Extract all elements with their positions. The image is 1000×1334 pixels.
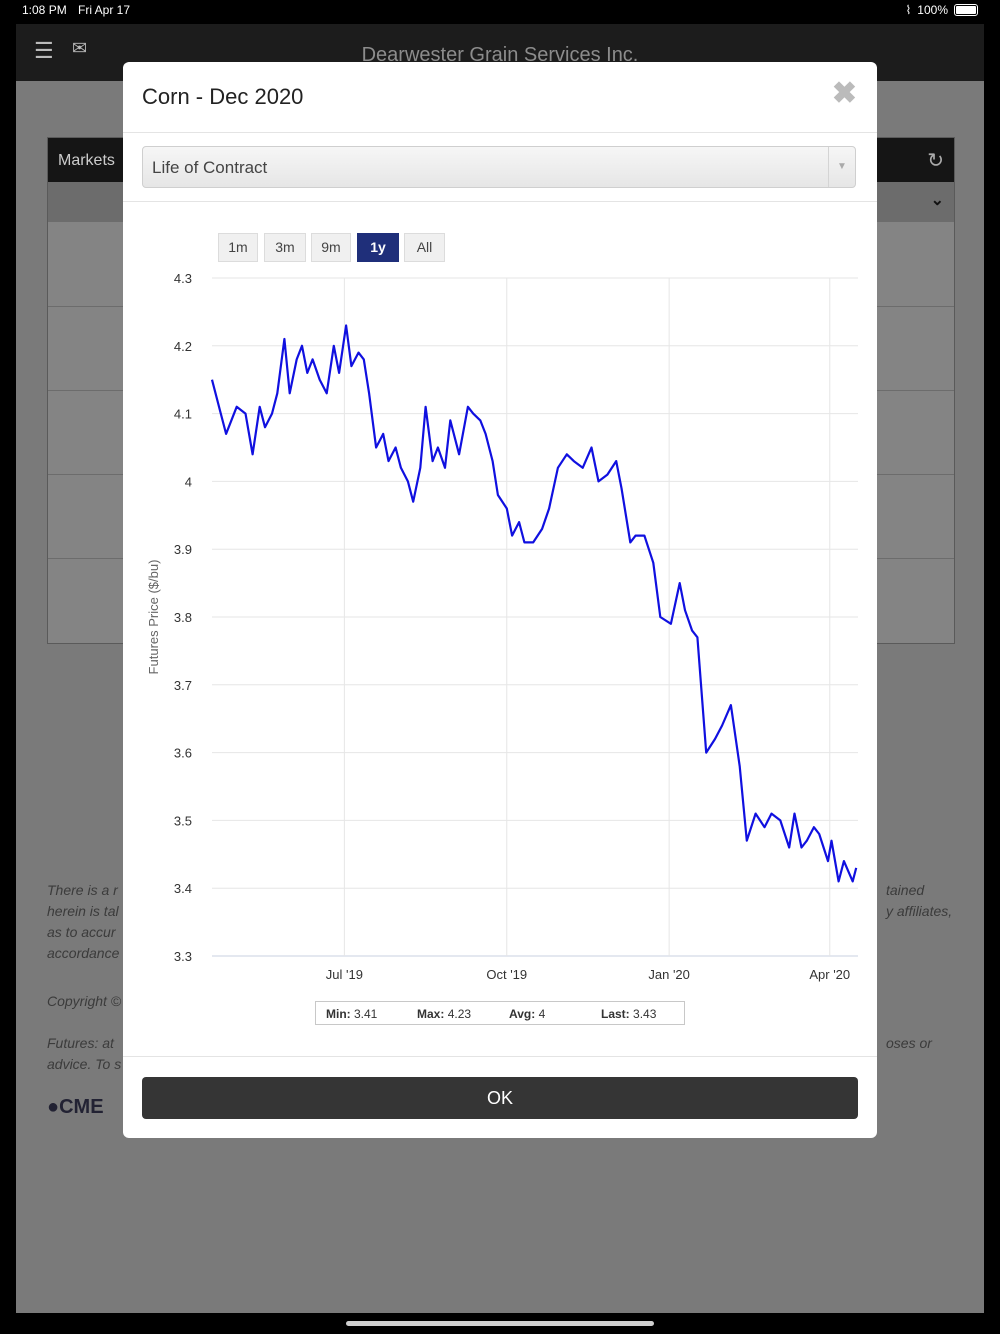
y-axis-label: Futures Price ($/bu) (146, 560, 161, 675)
y-tick-label: 3.3 (174, 949, 192, 964)
disclaimer-line: y affiliates, (886, 903, 953, 919)
copyright-text: Copyright © (47, 993, 122, 1009)
y-tick-label: 3.9 (174, 542, 192, 557)
y-tick-label: 4 (185, 474, 192, 489)
globe-icon: ● (47, 1096, 60, 1118)
stat-avg: Avg: 4 (509, 1007, 546, 1021)
futures-note: Futures: at (47, 1035, 114, 1051)
divider (123, 201, 877, 202)
stat-max: Max: 4.23 (417, 1007, 472, 1021)
disclaimer-line: There is a r (47, 882, 118, 898)
series-line (210, 324, 858, 883)
disclaimer-line: accordance (47, 945, 120, 961)
chevron-down-icon[interactable]: ⌄ (930, 192, 944, 209)
x-tick-label: Oct '19 (486, 967, 527, 982)
range-button-9m[interactable]: 9m (311, 233, 351, 262)
ok-button[interactable]: OK (142, 1077, 858, 1119)
divider (123, 132, 877, 133)
select-value: Life of Contract (152, 158, 268, 177)
y-tick-label: 3.4 (174, 881, 192, 896)
chart-modal: Corn - Dec 2020 ✖ Life of Contract ▼ 1m … (123, 62, 877, 1138)
app-title: Dearwester Grain Services Inc. (361, 44, 639, 66)
dropdown-arrow-icon: ▼ (828, 147, 855, 187)
stat-last: Last: 3.43 (601, 1007, 657, 1021)
home-indicator (346, 1321, 654, 1326)
futures-note: oses or (886, 1035, 932, 1051)
range-button-3m[interactable]: 3m (264, 233, 306, 262)
x-tick-label: Jan '20 (648, 967, 690, 982)
modal-title: Corn - Dec 2020 (142, 84, 304, 109)
chart-stats: Min: 3.41 Max: 4.23 Avg: 4 Last: 3.43 (315, 1001, 685, 1025)
close-icon[interactable]: ✖ (831, 77, 857, 110)
y-tick-label: 3.7 (174, 678, 192, 693)
battery-icon (954, 4, 978, 16)
disclaimer-line: tained (886, 882, 925, 898)
price-line-chart: 4.3 4.2 4.1 4 3.9 3.8 3.7 3.6 3.5 3.4 3.3 Jul '19 Oc… (146, 271, 858, 982)
cme-logo: ●CME (47, 1096, 104, 1119)
mail-icon[interactable]: ✉ (72, 38, 88, 58)
range-button-1y[interactable]: 1y (357, 233, 399, 262)
status-time: 1:08 PM (22, 3, 67, 17)
status-date: Fri Apr 17 (78, 3, 131, 17)
cme-logo-text: CME (59, 1096, 104, 1118)
x-tick-label: Jul '19 (326, 967, 363, 982)
status-bar: 1:08 PM Fri Apr 17 ⌇ 100% (0, 0, 1000, 22)
y-tick-label: 3.5 (174, 813, 192, 828)
range-button-1m[interactable]: 1m (218, 233, 258, 262)
refresh-icon[interactable]: ↻ (927, 150, 944, 172)
futures-note: advice. To s (47, 1056, 122, 1072)
disclaimer-line: herein is tal (47, 903, 119, 919)
x-tick-label: Apr '20 (809, 967, 850, 982)
disclaimer-line: as to accur (47, 924, 116, 940)
y-tick-label: 4.1 (174, 407, 192, 422)
y-tick-label: 3.8 (174, 610, 192, 625)
y-tick-label: 4.3 (174, 271, 192, 286)
range-button-all[interactable]: All (404, 233, 445, 262)
divider (123, 1056, 877, 1057)
stat-min: Min: 3.41 (326, 1007, 378, 1021)
y-tick-label: 3.6 (174, 746, 192, 761)
status-right: ⌇ 100% (905, 3, 978, 17)
battery-percent: 100% (917, 3, 948, 17)
hamburger-menu-icon[interactable]: ☰ (34, 38, 54, 63)
wifi-icon: ⌇ (905, 3, 912, 17)
y-tick-label: 4.2 (174, 339, 192, 354)
contract-period-select[interactable]: Life of Contract ▼ (142, 146, 856, 188)
